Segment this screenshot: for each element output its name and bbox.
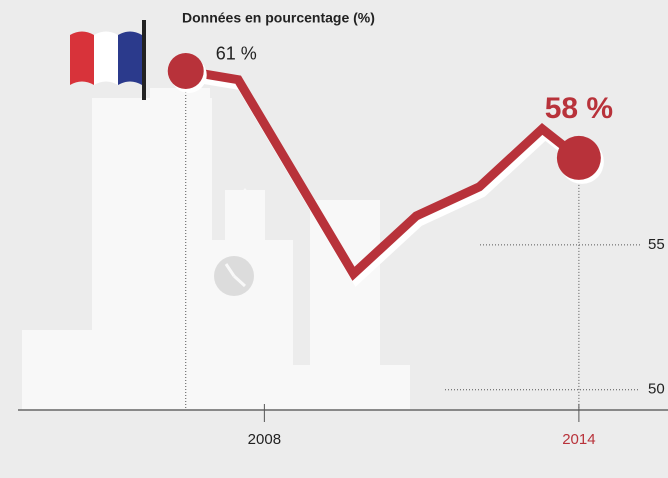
y-tick-label: 55	[648, 236, 665, 253]
y-tick-label: 50	[648, 381, 665, 398]
flag	[70, 20, 146, 100]
subtitle: Données en pourcentage (%)	[182, 10, 375, 26]
value-label: 61 %	[216, 44, 257, 64]
marker	[167, 52, 204, 89]
x-tick-label: 2014	[562, 431, 595, 448]
buildings-illustration	[22, 88, 410, 410]
x-tick-label: 2008	[248, 431, 281, 448]
value-label: 58 %	[545, 92, 613, 125]
marker	[556, 135, 601, 180]
line	[185, 66, 582, 281]
